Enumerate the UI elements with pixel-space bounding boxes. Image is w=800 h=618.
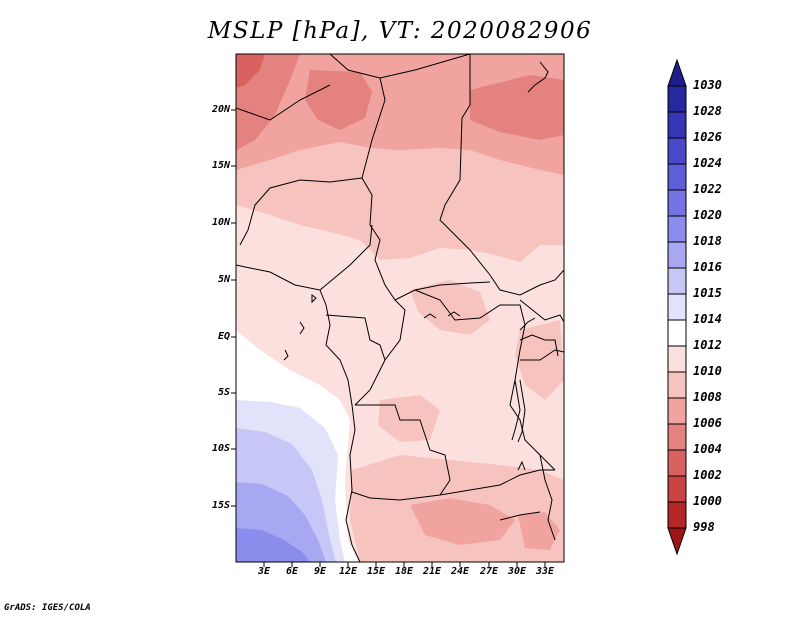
- y-label-10s: 10S: [211, 443, 230, 454]
- colorbar-segment: [667, 111, 687, 139]
- colorbar-label: 1015: [693, 286, 722, 300]
- colorbar-segment: [667, 293, 687, 321]
- colorbar-label: 1026: [693, 130, 722, 144]
- coast-red-sea: [527, 61, 549, 93]
- colorbar-label: 1020: [693, 208, 722, 222]
- y-label-10n: 10N: [211, 217, 230, 228]
- island-1: [299, 321, 305, 335]
- border-drc-east: [414, 289, 556, 471]
- colorbar-label: 1004: [693, 442, 722, 456]
- field-1008-south: [410, 498, 515, 545]
- border-angola-south: [351, 491, 441, 501]
- field-1004-northwest: [236, 54, 265, 88]
- colorbar-label: 1030: [693, 78, 722, 92]
- y-label-eq: EQ: [217, 331, 230, 342]
- colorbar-label: 998: [693, 520, 715, 534]
- x-label-6e: 6E: [285, 566, 299, 577]
- colorbar-segment: [667, 371, 687, 399]
- border-gabon: [325, 314, 386, 361]
- island-bioko: [311, 294, 317, 304]
- colorbar-segment: [667, 215, 687, 243]
- colorbar-label: 1014: [693, 312, 722, 326]
- colorbar-label: 1018: [693, 234, 722, 248]
- colorbar-label: 1012: [693, 338, 722, 352]
- border-zimbabwe: [499, 511, 541, 521]
- field-1020-atlantic: [236, 528, 310, 562]
- border-angola-drc: [355, 404, 451, 496]
- x-label-21e: 21E: [422, 566, 442, 577]
- map-frame: [235, 53, 565, 563]
- colorbar-label: 1010: [693, 364, 722, 378]
- border-malawi: [539, 454, 556, 541]
- x-label-9e: 9E: [313, 566, 327, 577]
- border-tanzania: [520, 349, 564, 361]
- colorbar-label: 1024: [693, 156, 722, 170]
- lake-congo-2: [447, 311, 461, 317]
- field-1006-north-center: [305, 70, 372, 130]
- x-ticks: [263, 562, 546, 567]
- border-congo: [354, 299, 406, 406]
- colorbar-label: 1008: [693, 390, 722, 404]
- chart-title: MSLP [hPa], VT: 2020082906: [207, 18, 593, 44]
- colorbar-segment: [667, 423, 687, 451]
- lake-congo-1: [423, 313, 437, 319]
- colorbar-segment: [667, 449, 687, 477]
- y-label-20n: 20N: [211, 104, 230, 115]
- border-mali: [236, 84, 331, 121]
- pressure-field: [236, 54, 564, 562]
- footer-credit: GrADS: IGES/COLA: [4, 603, 91, 613]
- colorbar-segment: [667, 345, 687, 373]
- colorbar-segment: [667, 241, 687, 269]
- lake-tanganyika-east: [517, 379, 526, 443]
- y-ticks: [231, 109, 236, 507]
- colorbar-label: 1000: [693, 494, 722, 508]
- island-2: [283, 349, 289, 361]
- y-label-15n: 15N: [211, 160, 230, 171]
- lake-victoria: [519, 317, 536, 331]
- colorbar-segment: [667, 475, 687, 503]
- colorbar-segment: [667, 163, 687, 191]
- field-1006-northeast: [470, 75, 564, 140]
- x-label-3e: 3E: [257, 566, 271, 577]
- lake-tanganyika-west: [511, 379, 521, 441]
- colorbar-segment: [667, 189, 687, 217]
- colorbar-segment: [667, 397, 687, 425]
- y-label-15s: 15S: [211, 500, 230, 511]
- colorbar: [667, 58, 687, 556]
- x-label-27e: 27E: [479, 566, 499, 577]
- x-label-18e: 18E: [394, 566, 414, 577]
- x-label-15e: 15E: [366, 566, 386, 577]
- y-label-5s: 5S: [217, 387, 230, 398]
- colorbar-label: 1028: [693, 104, 722, 118]
- coastline-west: [236, 264, 361, 562]
- field-1010-center: [378, 395, 440, 442]
- colorbar-segment: [667, 267, 687, 295]
- colorbar-top-triangle: [667, 58, 687, 87]
- x-label-24e: 24E: [450, 566, 470, 577]
- field-1010-congo: [410, 280, 490, 335]
- colorbar-segment: [667, 137, 687, 165]
- lake-small: [517, 460, 526, 471]
- x-label-12e: 12E: [338, 566, 358, 577]
- border-niger-nigeria: [239, 177, 363, 246]
- colorbar-label: 1006: [693, 416, 722, 430]
- field-1008-southeast: [518, 512, 560, 550]
- colorbar-label: 1016: [693, 260, 722, 274]
- colorbar-label: 1002: [693, 468, 722, 482]
- borders: [236, 54, 564, 562]
- border-cameroon: [319, 224, 373, 291]
- y-label-5n: 5N: [217, 274, 230, 285]
- colorbar-segment: [667, 85, 687, 113]
- x-label-33e: 33E: [535, 566, 555, 577]
- colorbar-segment: [667, 319, 687, 347]
- border-uganda: [519, 299, 564, 323]
- colorbar-segment: [667, 501, 687, 529]
- x-label-30e: 30E: [507, 566, 527, 577]
- colorbar-bottom-triangle: [667, 527, 687, 556]
- border-chad-car: [361, 77, 491, 301]
- border-sudan: [439, 54, 564, 296]
- lake-victoria-south: [519, 334, 559, 357]
- colorbar-label: 1022: [693, 182, 722, 196]
